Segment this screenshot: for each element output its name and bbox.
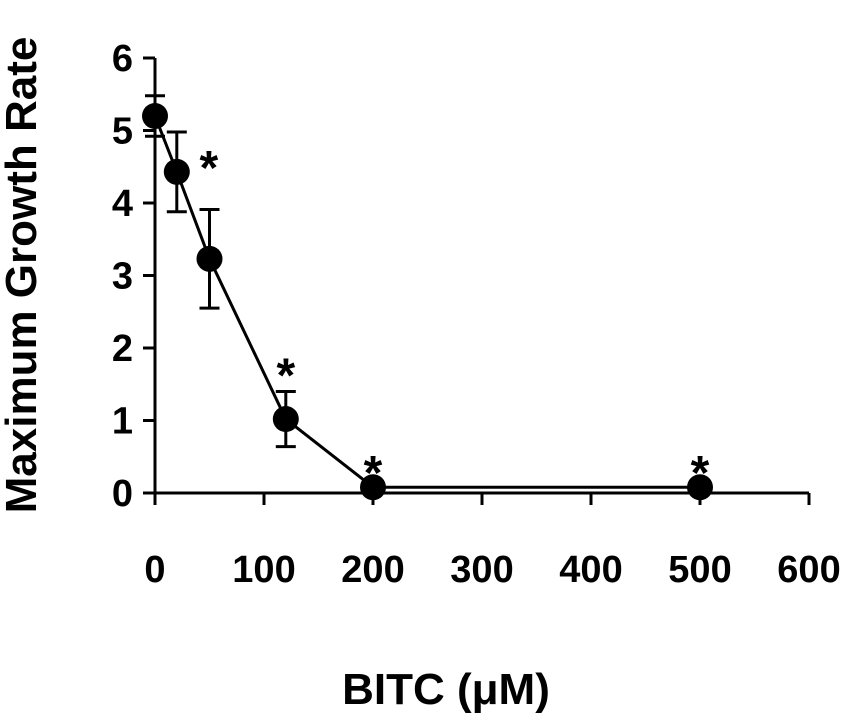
series-line (153, 115, 700, 489)
data-point (196, 245, 223, 272)
y-axis-title: Maximum Growth Rate (0, 37, 46, 514)
significance-marker: * (364, 447, 383, 500)
data-point (272, 406, 299, 433)
y-tick-label: 3 (112, 256, 133, 298)
ticks (143, 56, 811, 505)
x-tick-label: 600 (777, 549, 840, 591)
x-tick-label: 100 (232, 549, 295, 591)
x-tick-label: 300 (450, 549, 513, 591)
x-tick-label: 400 (559, 549, 622, 591)
y-tick-label: 5 (112, 111, 133, 153)
y-tick-label: 1 (112, 401, 133, 443)
significance-marker: * (691, 447, 710, 500)
x-tick-label: 500 (668, 549, 731, 591)
data-point (142, 103, 168, 129)
tick-labels: 0 1 2 3 4 5 6 0 100 200 300 400 500 600 (112, 38, 841, 591)
data-point (687, 474, 713, 501)
data-point (360, 474, 386, 501)
significance-marker: * (199, 142, 218, 195)
axes (153, 58, 809, 495)
x-axis-title: BITC (μM) (342, 665, 550, 714)
annotations: * * * * (199, 142, 709, 500)
data-point (163, 158, 190, 185)
y-tick-label: 2 (112, 328, 133, 370)
y-tick-label: 0 (112, 473, 133, 515)
x-tick-label: 200 (341, 549, 404, 591)
significance-marker: * (276, 350, 295, 403)
series-layer (142, 94, 713, 501)
x-tick-label: 0 (144, 549, 165, 591)
y-tick-label: 4 (112, 183, 133, 225)
y-tick-label: 6 (112, 38, 133, 80)
